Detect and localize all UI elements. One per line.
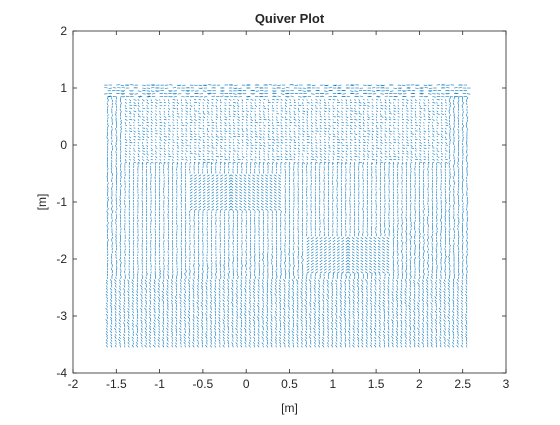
figure: -2-1.5-1-0.500.511.522.53 -4-3-2-1012 Qu… [0,0,560,420]
quiver-chart: -2-1.5-1-0.500.511.522.53 -4-3-2-1012 Qu… [0,0,560,420]
